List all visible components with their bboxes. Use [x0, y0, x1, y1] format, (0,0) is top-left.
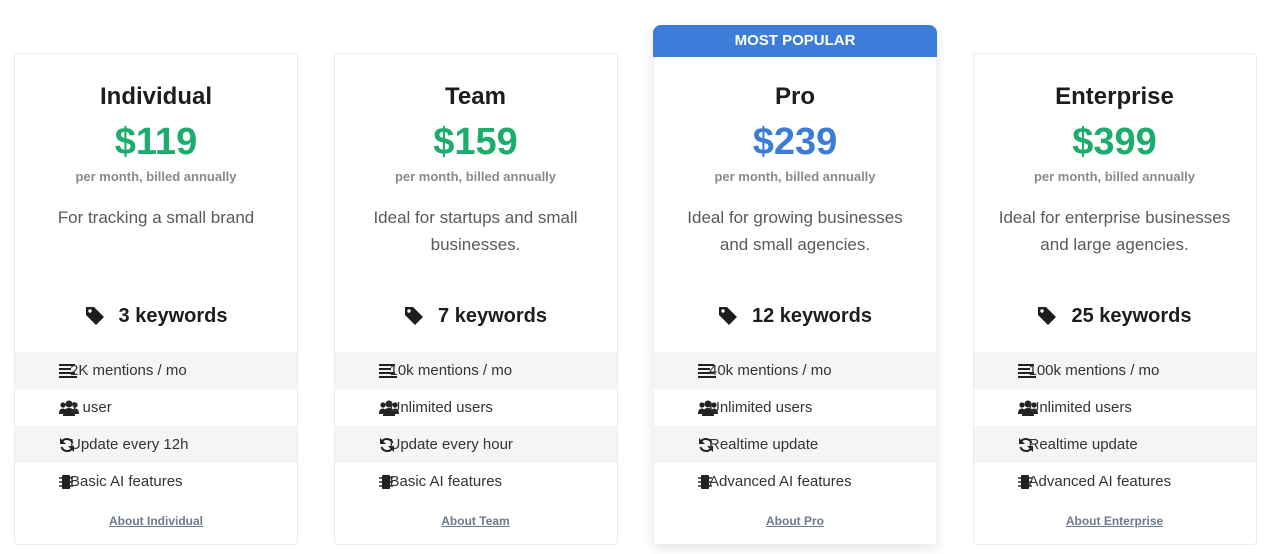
feature-row: 10k mentions / mo — [334, 352, 617, 389]
feature-text: Advanced AI features — [709, 473, 852, 490]
plan-column: Enterprise $399 per month, billed annually… — [972, 0, 1257, 554]
plan-card — [14, 53, 298, 545]
plan-name: Enterprise — [1055, 83, 1174, 110]
plan-description: Ideal for startups and small businesses. — [373, 208, 578, 254]
feature-row: 1 user — [15, 389, 297, 426]
keywords: 3 keywords — [118, 305, 228, 327]
billing-note: per month, billed annually — [714, 169, 876, 184]
feature-row: Realtime update — [654, 426, 936, 463]
feature-row: Update every 12h — [15, 426, 297, 463]
feature-text: Advanced AI features — [1028, 473, 1172, 490]
plan-column: Team $159 per month, billed annually Ideal … — [333, 0, 618, 554]
keywords: 7 keywords — [438, 305, 547, 327]
about-link[interactable]: About Individual — [109, 514, 203, 528]
keywords: 25 keywords — [1071, 305, 1192, 327]
plan-price: $119 — [114, 121, 198, 163]
feature-text: Update every 12h — [70, 436, 189, 453]
feature-text: 100k mentions / mo — [1028, 362, 1160, 379]
feature-row: Basic AI features — [335, 463, 617, 500]
plan-column: MOST POPULAR Pro $239 per month, billed ann… — [653, 0, 937, 554]
feature-row: Basic AI features — [15, 463, 297, 500]
plan-description: Ideal for enterprise businesses and larg… — [998, 208, 1231, 254]
plan-description: Ideal for growing businesses and small a… — [687, 208, 903, 254]
plan-price: $399 — [1072, 121, 1157, 163]
tag-icon — [404, 306, 424, 326]
billing-note: per month, billed annually — [1033, 169, 1196, 184]
feature-text: 1 user — [70, 399, 112, 416]
badge: MOST POPULAR — [653, 25, 937, 57]
feature-text: Update every hour — [389, 436, 513, 453]
keywords-row: 25 keywords — [973, 302, 1257, 330]
feature-text: 40k mentions / mo — [709, 362, 832, 379]
feature-row: 40k mentions / mo — [654, 352, 936, 389]
plan-name: Individual — [99, 83, 212, 110]
feature-text: Basic AI features — [389, 473, 503, 490]
plan-name: Pro — [774, 83, 815, 110]
feature-row: Advanced AI features — [974, 463, 1256, 500]
feature-row: Update every hour — [334, 426, 617, 463]
plan-price: $159 — [433, 121, 518, 163]
keywords: 12 keywords — [751, 305, 873, 327]
keywords-row: 3 keywords — [14, 302, 298, 330]
billing-note: per month, billed annually — [75, 169, 237, 184]
about-link[interactable]: About Pro — [766, 514, 824, 528]
plan-card — [972, 53, 1257, 545]
about-link[interactable]: About Enterprise — [1065, 514, 1164, 528]
tag-icon — [85, 306, 105, 326]
feature-row: 2K mentions / mo — [15, 352, 297, 389]
about-link[interactable]: About Team — [441, 514, 510, 528]
plan-description: For tracking a small brand — [57, 208, 255, 227]
feature-text: Unlimited users — [709, 399, 813, 416]
feature-text: Realtime update — [1028, 436, 1138, 453]
feature-text: Basic AI features — [70, 473, 183, 490]
feature-row: Unlimited users — [974, 389, 1256, 426]
feature-text: Realtime update — [709, 436, 819, 453]
plan-column: Individual $119 per month, billed annually… — [14, 0, 298, 554]
feature-row: Unlimited users — [654, 389, 936, 426]
feature-text: Unlimited users — [1028, 399, 1132, 416]
feature-row: Unlimited users — [335, 389, 617, 426]
feature-text: 10k mentions / mo — [389, 362, 513, 379]
billing-note: per month, billed annually — [394, 169, 557, 184]
feature-text: Unlimited users — [389, 399, 493, 416]
plan-price: $239 — [752, 121, 838, 163]
keywords-row: 12 keywords — [653, 302, 937, 330]
plan-card — [333, 53, 618, 545]
keywords-row: 7 keywords — [334, 302, 618, 330]
plan-name: Team — [445, 83, 506, 110]
tag-icon — [718, 306, 738, 326]
feature-row: 100k mentions / mo — [973, 352, 1256, 389]
feature-text: 2K mentions / mo — [70, 362, 187, 379]
tag-icon — [1037, 306, 1057, 326]
feature-row: Advanced AI features — [654, 463, 936, 500]
feature-row: Realtime update — [973, 426, 1256, 463]
